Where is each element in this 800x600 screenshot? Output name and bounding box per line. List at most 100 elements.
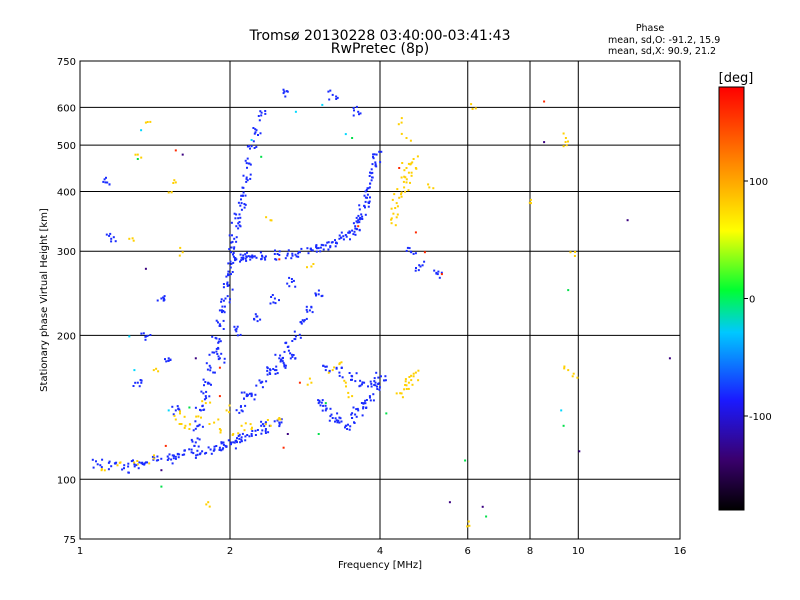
- data-point: [278, 425, 281, 428]
- data-point: [321, 399, 324, 402]
- data-point: [400, 193, 402, 196]
- data-point: [331, 369, 334, 372]
- data-point: [260, 432, 263, 435]
- data-point: [237, 432, 240, 435]
- data-point: [167, 359, 170, 362]
- data-point: [283, 90, 286, 93]
- data-point: [354, 413, 357, 416]
- data-point: [254, 393, 257, 396]
- data-point: [227, 270, 230, 273]
- data-point: [380, 150, 383, 153]
- data-point: [299, 336, 302, 339]
- data-point: [245, 395, 248, 398]
- data-point: [339, 417, 342, 420]
- data-point: [206, 382, 209, 385]
- data-point: [543, 100, 546, 103]
- data-point: [231, 271, 234, 273]
- data-point: [355, 105, 358, 108]
- data-point: [208, 423, 211, 425]
- x-tick-label: 2: [227, 546, 233, 557]
- data-point: [213, 421, 216, 424]
- data-point: [251, 426, 253, 429]
- data-point: [235, 327, 238, 330]
- data-point: [361, 414, 364, 417]
- data-point: [354, 225, 357, 228]
- data-point: [351, 412, 354, 415]
- data-point: [408, 376, 411, 378]
- data-point: [103, 469, 106, 472]
- data-point: [278, 250, 281, 253]
- data-point: [196, 449, 199, 452]
- data-point: [160, 469, 163, 472]
- data-point: [237, 201, 240, 204]
- data-point: [338, 362, 341, 365]
- data-point: [215, 445, 218, 447]
- data-point: [244, 422, 247, 425]
- data-point: [183, 426, 186, 429]
- data-point: [140, 156, 143, 159]
- data-point: [254, 429, 257, 432]
- data-point: [373, 153, 376, 156]
- data-point: [390, 207, 393, 210]
- data-point: [364, 402, 367, 405]
- data-point: [229, 298, 231, 301]
- data-point: [273, 297, 276, 300]
- data-point: [96, 463, 99, 466]
- data-point: [134, 153, 137, 156]
- data-point: [138, 385, 141, 388]
- data-point: [238, 437, 241, 440]
- data-point: [405, 249, 408, 252]
- data-point: [206, 368, 209, 371]
- data-point: [278, 357, 281, 360]
- data-point: [240, 256, 243, 259]
- data-point: [290, 353, 293, 356]
- data-point: [250, 433, 253, 435]
- data-point: [408, 247, 411, 250]
- data-point: [157, 370, 160, 373]
- data-point: [163, 298, 166, 301]
- data-point: [249, 177, 252, 180]
- y-tick-label: 200: [57, 331, 76, 342]
- data-point: [362, 407, 365, 410]
- data-point: [170, 191, 173, 194]
- data-point: [245, 256, 248, 259]
- data-point: [392, 212, 395, 215]
- data-point: [297, 252, 300, 255]
- data-point: [181, 251, 184, 254]
- data-point: [373, 384, 376, 386]
- data-point: [357, 225, 360, 228]
- data-point: [217, 340, 220, 343]
- data-point: [329, 89, 332, 92]
- data-point: [244, 435, 247, 438]
- data-point: [196, 425, 199, 428]
- data-point: [390, 218, 393, 221]
- data-point: [230, 241, 233, 244]
- data-point: [395, 202, 398, 205]
- data-point: [334, 417, 337, 420]
- data-point: [400, 195, 403, 198]
- data-point: [218, 357, 221, 360]
- data-point: [278, 417, 281, 419]
- x-axis-label: Frequency [MHz]: [338, 560, 422, 571]
- data-point: [194, 427, 197, 430]
- data-point: [252, 127, 255, 129]
- data-point: [245, 259, 248, 262]
- data-point: [287, 345, 290, 348]
- data-point: [255, 145, 258, 148]
- data-point: [238, 411, 241, 414]
- data-point: [410, 171, 413, 174]
- data-point: [358, 204, 361, 207]
- data-point: [188, 423, 191, 426]
- data-point: [370, 179, 373, 182]
- data-point: [226, 282, 229, 285]
- data-point: [405, 388, 408, 390]
- data-point: [435, 271, 438, 274]
- data-point: [306, 383, 309, 386]
- data-point: [107, 468, 110, 471]
- data-point: [327, 371, 330, 374]
- data-point: [222, 283, 225, 285]
- data-point: [436, 273, 439, 276]
- data-point: [249, 163, 252, 166]
- data-point: [338, 237, 341, 240]
- data-point: [273, 369, 276, 372]
